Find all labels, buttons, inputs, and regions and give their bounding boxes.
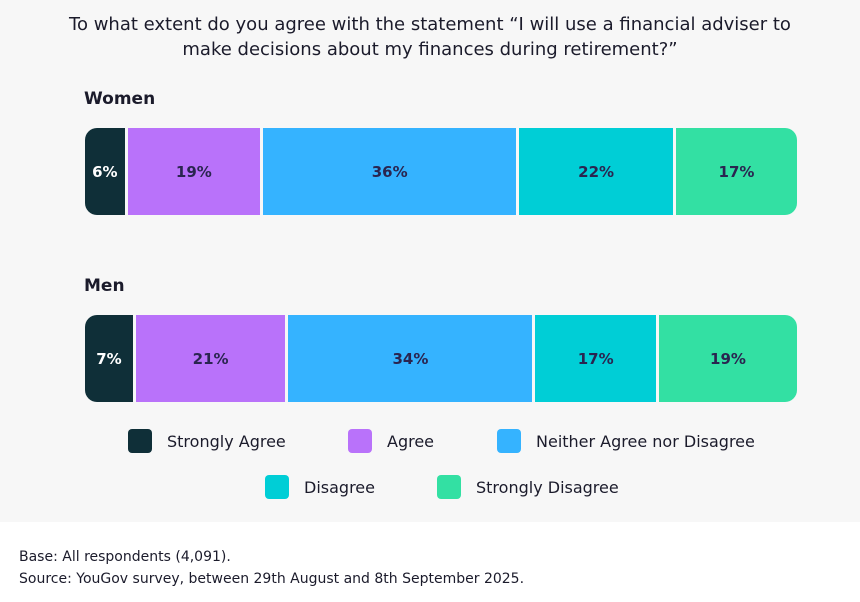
legend-label: Strongly Disagree xyxy=(476,477,619,497)
legend-strongly-disagree: Strongly Disagree xyxy=(437,475,619,499)
bar-segment-agree: 19% xyxy=(127,128,260,215)
data-label: 19% xyxy=(175,162,212,181)
bar-segment-agree: 21% xyxy=(135,315,286,402)
legend-strongly-agree: Strongly Agree xyxy=(128,429,286,453)
bar-men: 7% 21% 34% 17% 19% xyxy=(85,315,797,402)
legend-disagree: Disagree xyxy=(265,475,375,499)
bar-segment-strongly-disagree: 19% xyxy=(658,315,797,402)
footnote: Base: All respondents (4,091). Source: Y… xyxy=(19,546,524,590)
bar-segment-neither-agree-nor-disagree: 36% xyxy=(263,128,517,215)
bar-segment-disagree: 22% xyxy=(519,128,673,215)
legend-label: Agree xyxy=(387,431,435,451)
bar-women: 6% 19% 36% 22% 17% xyxy=(85,128,797,215)
data-label: 17% xyxy=(718,162,755,181)
legend-label: Disagree xyxy=(304,477,375,497)
footnote-source: Source: YouGov survey, between 29th Augu… xyxy=(19,571,525,587)
bar-segment-strongly-agree: 7% xyxy=(85,315,133,402)
data-label: 17% xyxy=(577,349,614,368)
legend-label: Strongly Agree xyxy=(167,431,286,451)
data-label: 36% xyxy=(371,162,408,181)
bar-segment-strongly-agree: 6% xyxy=(85,128,125,215)
legend-swatch xyxy=(348,429,372,453)
data-label: 6% xyxy=(92,162,118,181)
legend-agree: Agree xyxy=(348,429,434,453)
legend-swatch xyxy=(128,429,152,453)
data-label: 22% xyxy=(578,162,615,181)
data-label: 7% xyxy=(96,349,122,368)
legend-label: Neither Agree nor Disagree xyxy=(536,431,755,451)
data-label: 21% xyxy=(192,349,229,368)
legend-swatch xyxy=(437,475,461,499)
legend-neither: Neither Agree nor Disagree xyxy=(497,429,755,453)
footnote-base: Base: All respondents (4,091). xyxy=(19,549,231,565)
data-label: 34% xyxy=(392,349,429,368)
bar-segment-neither-agree-nor-disagree: 34% xyxy=(288,315,533,402)
bar-segment-strongly-disagree: 17% xyxy=(675,128,797,215)
legend-swatch xyxy=(265,475,289,499)
chart-title: To what extent do you agree with the sta… xyxy=(69,14,791,60)
legend-swatch xyxy=(497,429,521,453)
group-label-men: Men xyxy=(84,276,125,296)
bar-segment-disagree: 17% xyxy=(535,315,656,402)
data-label: 19% xyxy=(710,349,746,368)
group-label-women: Women xyxy=(84,89,156,109)
